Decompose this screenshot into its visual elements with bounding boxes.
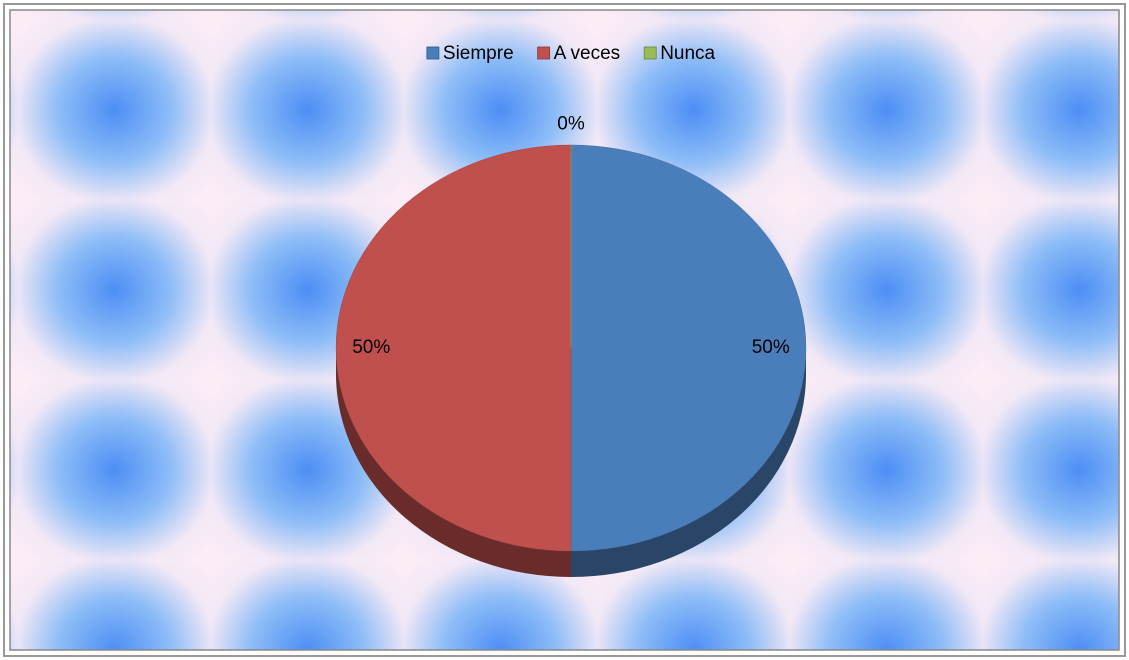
slice-side (571, 348, 806, 577)
legend-swatch (643, 46, 657, 60)
legend-swatch (537, 46, 551, 60)
data-label: 50% (752, 337, 790, 358)
slice-side (336, 348, 571, 577)
data-label: 0% (557, 114, 585, 135)
data-label: 50% (352, 337, 390, 358)
pie: 50% 50% 0% (335, 114, 807, 577)
legend: Siempre A veces Nunca (426, 43, 716, 64)
legend-label: A veces (554, 43, 621, 64)
legend-swatch (426, 46, 440, 60)
slice (570, 144, 807, 552)
legend-label: Nunca (660, 43, 715, 64)
legend-label: Siempre (443, 43, 514, 64)
slice (335, 144, 572, 552)
